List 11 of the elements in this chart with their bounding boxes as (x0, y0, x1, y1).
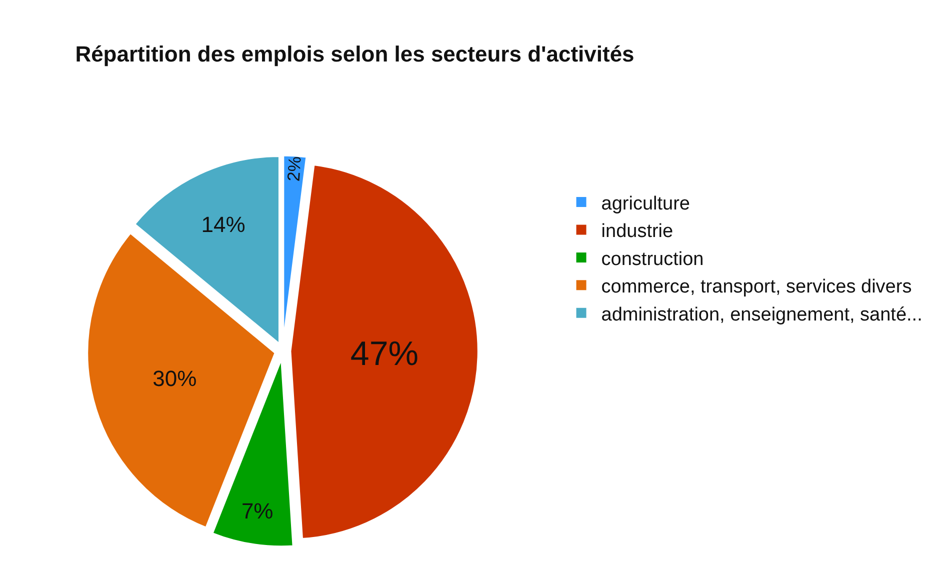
data-label: 7% (241, 498, 274, 524)
legend-label: administration, enseignement, santé... (601, 304, 922, 326)
legend-label: construction (601, 248, 704, 270)
data-label: 2% (283, 156, 305, 182)
data-label: 14% (201, 212, 246, 238)
legend-label: agriculture (601, 193, 690, 214)
legend-label: commerce, transport, services divers (601, 276, 912, 298)
data-label: 47% (350, 335, 418, 374)
chart-title: Répartition des emplois selon les secteurs d'activités (75, 41, 634, 66)
legend-label: industrie (601, 221, 674, 242)
data-label: 30% (152, 366, 197, 392)
